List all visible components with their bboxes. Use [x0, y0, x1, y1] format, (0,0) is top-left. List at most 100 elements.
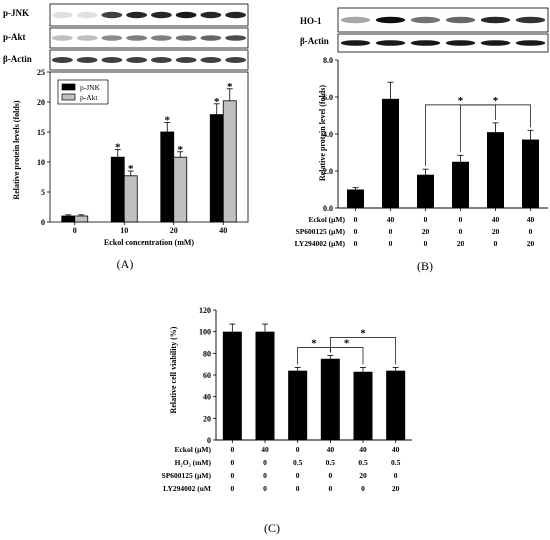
panel-b-ytick-label: 0.0 — [323, 204, 333, 213]
panel-b-comparison-bracket — [460, 104, 531, 153]
b-actin-b-band — [375, 40, 406, 46]
p-jnk-band — [225, 11, 247, 19]
panel-b-condition-value: 0 — [494, 239, 498, 248]
panel-c-condition-value: 40 — [261, 445, 269, 454]
panel-c-ylabel: Relative cell viability (%) — [169, 326, 178, 413]
panel-b-blots: HO-1 β-Actin — [300, 7, 549, 53]
ho-1-band — [375, 16, 406, 24]
panel-a-bar-p-akt — [173, 156, 188, 223]
panel-b-condition-value: 0 — [354, 215, 358, 224]
panel-b-condition-value: 0 — [354, 239, 358, 248]
p-akt-band — [76, 35, 98, 41]
b-actin-a-band — [225, 57, 247, 63]
panel-b-label: (B) — [417, 259, 433, 273]
panel-a-bar-p-jnk — [160, 131, 175, 223]
panel-a-ytick-label: 25 — [37, 68, 45, 77]
panel-b-condition-value: 40 — [492, 215, 500, 224]
panel-c-label: (C) — [264, 521, 280, 535]
blot-label-b-actin-a: β-Actin — [3, 54, 32, 64]
panel-c-condition-value: 20 — [392, 484, 400, 493]
panel-b-condition-value: 20 — [492, 227, 500, 236]
p-akt-band — [200, 35, 222, 41]
panel-b-chart: 0.0 2.0 4.0 6.0 8.0 * * — [323, 56, 548, 213]
panel-c-bar — [386, 370, 406, 440]
panel-a-ytick-label: 20 — [37, 98, 45, 107]
p-akt-band — [126, 35, 148, 41]
panel-b-ytick-label: 8.0 — [323, 56, 333, 65]
blot-frame-b-actin-a — [49, 49, 249, 71]
panel-b-condition-value: 40 — [387, 215, 395, 224]
panel-b-condition-value: 0 — [389, 227, 393, 236]
panel-b-bar — [487, 132, 504, 208]
b-actin-a-band — [76, 57, 98, 63]
panel-c-conditions: Eckol (μM) 0 40 0 40 40 40 H₂O₂ (mM) 0 0 0.5 0.5 0.5… — [162, 445, 401, 493]
panel-c-ytick-label: 120 — [199, 306, 211, 315]
panel-c-ytick-label: 80 — [203, 349, 211, 358]
panel-c-condition-value: 0.5 — [293, 458, 303, 467]
panel-a-significance-star: * — [227, 81, 233, 93]
ho-1-band — [480, 16, 511, 24]
blot-frame-ho-1 — [337, 7, 549, 33]
panel-b-ytick-label: 2.0 — [323, 167, 333, 176]
panel-b-bands — [340, 16, 546, 46]
panel-c-condition-value: 0 — [263, 484, 267, 493]
panel-c-condition-value: 0 — [328, 484, 332, 493]
b-actin-a-band — [101, 57, 123, 63]
panel-a-blots: p-JNK p-Akt β-Actin — [3, 3, 249, 71]
p-jnk-band — [126, 11, 148, 19]
panel-a-bar-p-jnk — [61, 215, 76, 223]
panel-a-xtick-label: 40 — [219, 226, 227, 235]
ho-1-band — [445, 16, 476, 24]
b-actin-b-band — [445, 40, 476, 46]
ho-1-band — [340, 16, 371, 24]
p-akt-band — [150, 35, 172, 41]
panel-a-significance-star: * — [115, 141, 121, 153]
blot-frame-p-jnk — [49, 3, 249, 27]
panel-b-condition-label: Eckol (μM) — [308, 215, 345, 224]
panel-c-ytick-label: 40 — [203, 393, 211, 402]
b-actin-a-band — [150, 57, 172, 63]
panel-a-significance-star: * — [128, 163, 134, 175]
p-akt-band — [225, 35, 247, 41]
panel-c-condition-value: 0 — [328, 471, 332, 480]
panel-c-bar — [353, 371, 373, 440]
panel-a-bar-p-jnk — [110, 156, 125, 223]
blot-label-p-jnk: p-JNK — [3, 8, 29, 18]
panel-c-condition-label: Eckol (μM) — [174, 445, 211, 454]
panel-c-condition-value: 20 — [359, 471, 367, 480]
panel-a-bands — [51, 11, 247, 63]
panel-a-significance-star: * — [178, 144, 184, 156]
panel-a-xtick-label: 10 — [120, 226, 128, 235]
panel-b-condition-value: 40 — [527, 215, 535, 224]
panel-b-condition-value: 20 — [457, 239, 465, 248]
panel-b-conditions: Eckol (μM) 0 40 0 0 40 40 SP600125 (μM) 0 0 20 0 20 0… — [295, 215, 535, 248]
panel-c-condition-value: 0.5 — [326, 458, 336, 467]
panel-a-plot-frame — [49, 71, 249, 223]
panel-b-condition-value: 0 — [529, 227, 533, 236]
panel-b-condition-value: 0 — [459, 227, 463, 236]
panel-c-condition-value: 0.5 — [391, 458, 401, 467]
panel-b-bar — [347, 189, 364, 208]
b-actin-b-band — [340, 40, 371, 46]
panel-b-ytick-label: 4.0 — [323, 130, 333, 139]
p-jnk-band — [175, 11, 197, 19]
panel-a-ytick-label: 15 — [37, 128, 45, 137]
panel-c-condition-value: 0 — [230, 458, 234, 467]
panel-c-condition-label: SP600125 (μM) — [162, 471, 212, 480]
panel-c-condition-value: 0 — [263, 471, 267, 480]
b-actin-b-band — [410, 40, 441, 46]
panel-c-bar — [320, 358, 340, 440]
panel-c-condition-value: 0.5 — [358, 458, 368, 467]
legend-swatch-p-akt — [61, 93, 76, 101]
panel-c-bar — [222, 331, 242, 440]
panel-c-condition-value: 0 — [230, 484, 234, 493]
panel-c-condition-value: 0 — [296, 484, 300, 493]
panel-a-bar-p-akt — [123, 175, 138, 223]
panel-b-bar — [417, 174, 434, 208]
panel-b-significance-star: * — [458, 95, 464, 107]
blot-frame-p-akt — [49, 27, 249, 49]
panel-c-condition-value: 0 — [296, 445, 300, 454]
b-actin-a-band — [126, 57, 148, 63]
p-akt-band — [101, 35, 123, 41]
